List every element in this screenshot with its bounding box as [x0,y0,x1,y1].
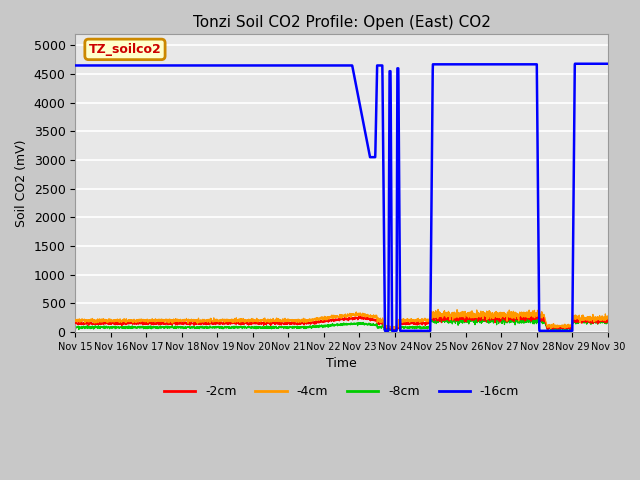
Legend: -2cm, -4cm, -8cm, -16cm: -2cm, -4cm, -8cm, -16cm [159,380,524,403]
X-axis label: Time: Time [326,357,357,370]
Y-axis label: Soil CO2 (mV): Soil CO2 (mV) [15,139,28,227]
Title: Tonzi Soil CO2 Profile: Open (East) CO2: Tonzi Soil CO2 Profile: Open (East) CO2 [193,15,490,30]
Text: TZ_soilco2: TZ_soilco2 [88,43,161,56]
